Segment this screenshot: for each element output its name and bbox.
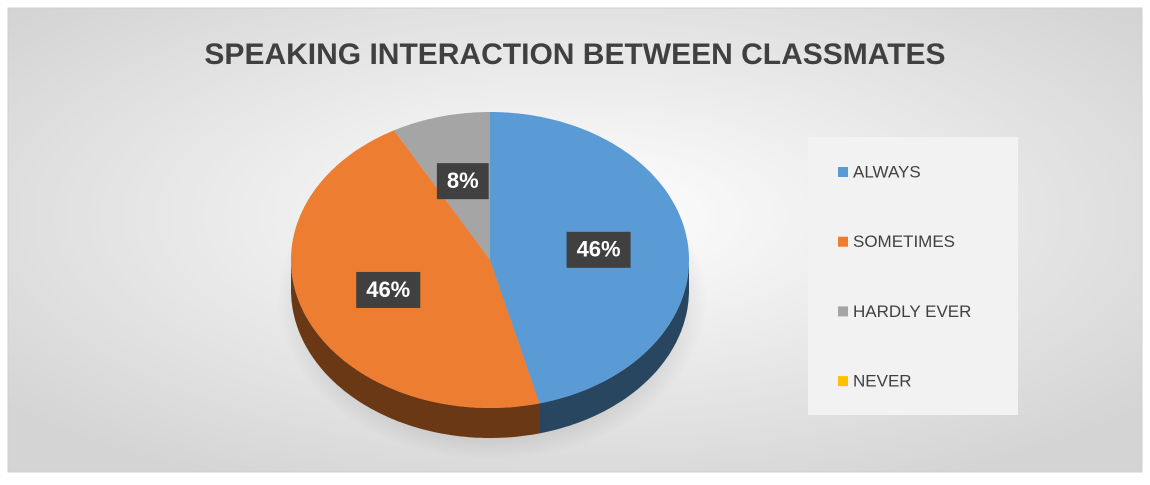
data-label: 46% [366,277,410,302]
slice-side [291,260,540,438]
chart-title: SPEAKING INTERACTION BETWEEN CLASSMATES [204,38,945,71]
legend-swatch [838,306,848,317]
data-label: 8% [447,168,479,193]
legend-swatch [838,236,848,247]
data-label-box [566,231,631,268]
pie-slice [291,130,540,409]
slice-side [539,260,689,434]
data-label-box [356,271,421,308]
legend-label: ALWAYS [853,162,921,181]
data-label: 46% [577,237,621,262]
legend-label: HARDLY EVER [853,302,971,321]
data-label-box [436,163,489,200]
legend-box [808,137,1018,415]
legend-label: SOMETIMES [853,232,955,251]
legend-swatch [838,167,848,177]
legend-swatch [838,376,848,387]
legend-label: NEVER [853,372,912,391]
